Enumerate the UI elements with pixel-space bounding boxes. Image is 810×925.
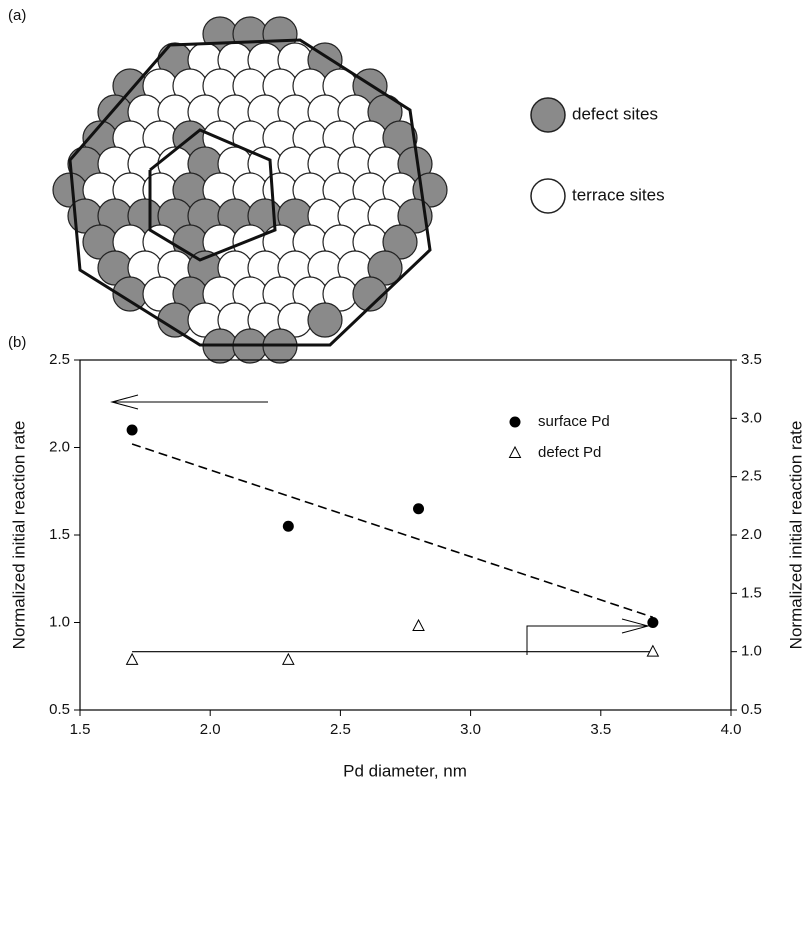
defect-site	[307, 302, 343, 338]
legend-text: surface Pd	[538, 413, 610, 430]
legend-marker	[509, 416, 521, 428]
panel-label: (b)	[8, 334, 26, 351]
facet-edges	[148, 128, 277, 262]
y2-tick-label: 1.5	[741, 584, 762, 601]
y-axis-title: Normalized initial reaction rate	[9, 421, 28, 650]
trend-line	[131, 443, 654, 619]
right-arrow	[526, 618, 650, 655]
y-tick-label: 2.5	[49, 351, 70, 368]
x-axis-title: Pd diameter, nm	[343, 761, 467, 780]
legend-text: defect Pd	[538, 444, 601, 461]
y2-tick-label: 2.0	[741, 526, 762, 543]
panel-label: (a)	[8, 7, 26, 24]
y-tick-label: 1.0	[49, 613, 70, 630]
x-tick-label: 4.0	[721, 721, 742, 738]
x-tick-label: 1.5	[70, 721, 91, 738]
legend-text: terrace sites	[572, 185, 665, 204]
legend-marker	[508, 445, 522, 458]
x-tick-label: 2.5	[330, 721, 351, 738]
facet-edges	[68, 38, 432, 347]
y2-axis-title: Normalized initial reaction rate	[786, 421, 805, 650]
circle-marker	[647, 617, 659, 628]
circle-marker	[126, 424, 138, 436]
legend-defect-marker	[530, 97, 566, 133]
triangle-marker	[125, 652, 139, 665]
y2-tick-label: 3.0	[741, 409, 762, 426]
x-tick-label: 3.5	[590, 721, 611, 738]
y2-tick-label: 0.5	[741, 701, 762, 718]
nanoparticle-illustration	[52, 16, 448, 364]
circle-marker	[413, 503, 425, 515]
y-tick-label: 1.5	[49, 526, 70, 543]
circle-marker	[282, 520, 294, 532]
defect-site	[352, 276, 388, 312]
y2-tick-label: 1.0	[741, 643, 762, 660]
x-tick-label: 2.0	[200, 721, 221, 738]
y-tick-label: 0.5	[49, 701, 70, 718]
legend-text: defect sites	[572, 104, 658, 123]
triangle-marker	[646, 644, 660, 657]
y-tick-label: 2.0	[49, 438, 70, 455]
legend-terrace-marker	[530, 178, 566, 214]
y2-tick-label: 3.5	[741, 351, 762, 368]
y2-tick-label: 2.5	[741, 468, 762, 485]
defect-site	[157, 302, 193, 338]
x-tick-label: 3.0	[460, 721, 481, 738]
left-arrow	[110, 394, 268, 410]
triangle-marker	[412, 618, 425, 631]
triangle-marker	[281, 652, 295, 665]
